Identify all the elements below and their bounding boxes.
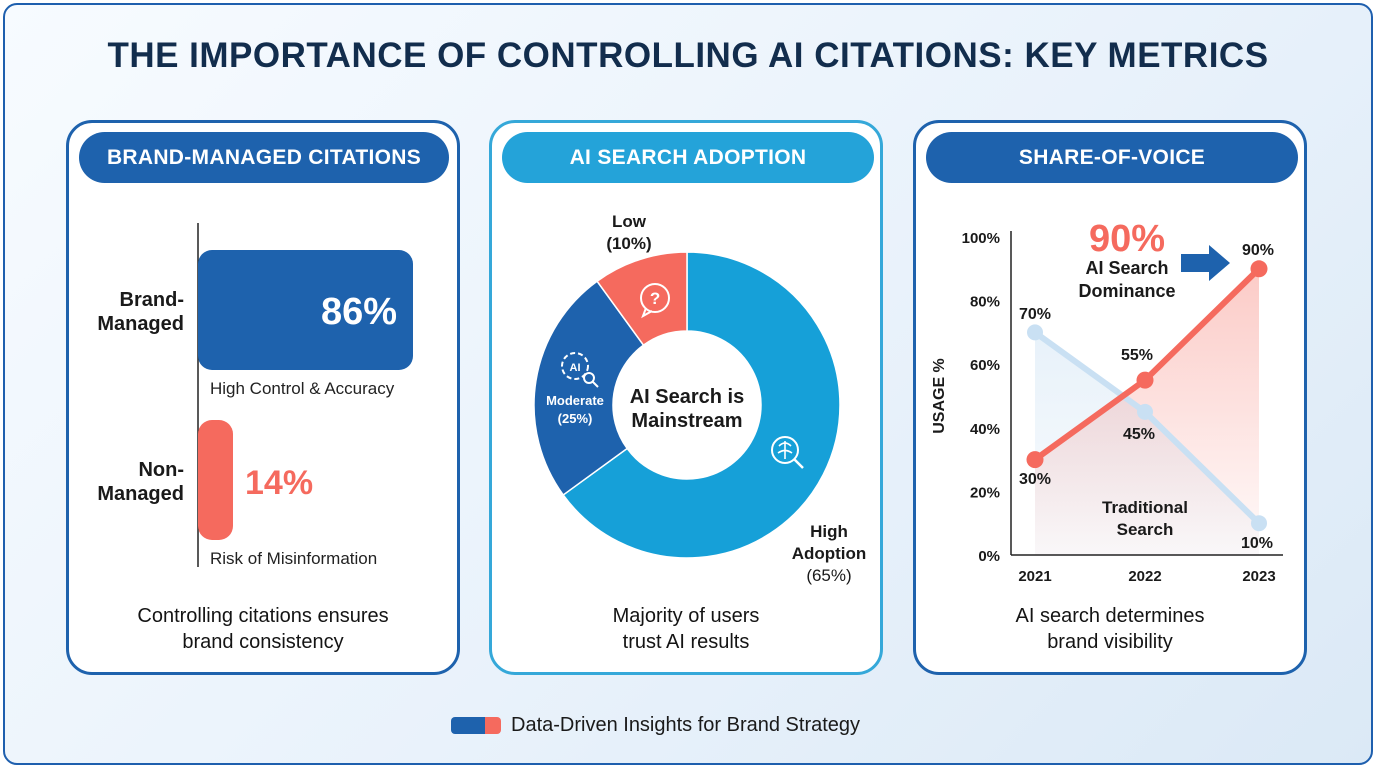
donut-center-label: Mainstream [631, 410, 742, 432]
brand-citations-caption: Controlling citations ensures brand cons… [66, 603, 460, 655]
caption-line: brand consistency [182, 631, 344, 653]
bar-value-label: 86% [321, 291, 397, 333]
icon-stroke [583, 372, 595, 384]
ai-search-point [1136, 371, 1154, 389]
icon-stroke [771, 436, 799, 464]
traditional-search-data-label: 70% [1019, 306, 1051, 323]
brand-citations-bar-chart: Brand-Managed 86%High Control & AccuracyN… [97, 223, 413, 568]
slice-label-high: (65%) [806, 566, 851, 585]
y-tick-label: 80% [970, 294, 1000, 311]
caption-line: trust AI results [622, 631, 750, 653]
caption-line: AI search determines [1015, 605, 1205, 627]
ai-dominance-callout: Dominance [1078, 281, 1175, 301]
x-tick-label: 2021 [1018, 568, 1051, 585]
brand-citations-header: BRAND-MANAGED CITATIONS [79, 132, 449, 183]
bar-note-label: Risk of Misinformation [210, 549, 377, 568]
slice-label-moderate: Moderate [546, 393, 604, 408]
y-axis-label: USAGE % [931, 358, 948, 434]
ai-adoption-header: AI SEARCH ADOPTION [502, 132, 874, 183]
icon-stroke [640, 283, 670, 313]
traditional-search-data-label: 45% [1123, 426, 1155, 443]
donut-center-label: AI Search is [630, 386, 745, 408]
bar-category-label: Managed [97, 313, 184, 335]
share-of-voice-caption: AI search determines brand visibility [913, 603, 1307, 655]
slice-label-high: Adoption [792, 544, 867, 563]
footer-legend-swatch [451, 717, 501, 734]
caption-line: Majority of users [612, 605, 760, 627]
share-of-voice-line-chart: 0% 20% 40% 60% 80% 100% 2021 2022 2023 USAGE % 70%… [931, 218, 1283, 585]
bar-category-label: Managed [97, 483, 184, 505]
y-tick-label: 20% [970, 484, 1000, 501]
bar-value-label: 14% [245, 464, 313, 502]
question-bubble-icon: ? [640, 283, 670, 319]
bar-note-label: High Control & Accuracy [210, 379, 395, 398]
brain-magnifier-icon [771, 436, 804, 469]
slice-label-high: High [810, 522, 848, 541]
traditional-search-data-label: 10% [1241, 535, 1273, 552]
ai-search-data-label: 90% [1242, 242, 1274, 259]
x-tick-label: 2023 [1242, 568, 1275, 585]
slice-label-moderate: (25%) [558, 411, 593, 426]
y-tick-label: 40% [970, 421, 1000, 438]
ai-dominance-callout: AI Search [1085, 258, 1168, 278]
bar-brand-managed [198, 250, 413, 370]
page-title: THE IMPORTANCE OF CONTROLLING AI CITATIO… [107, 36, 1269, 75]
icon-stroke [592, 381, 599, 388]
icon-glyph: AI [570, 362, 581, 374]
traditional-search-series-label: Traditional [1102, 498, 1188, 517]
bar-non-managed [198, 420, 233, 540]
x-tick-label: 2022 [1128, 568, 1161, 585]
icon-stroke [561, 352, 589, 380]
caption-line: brand visibility [1047, 631, 1173, 653]
ai-dominance-big-value: 90% [1089, 218, 1165, 260]
ai-search-point [1026, 451, 1044, 469]
slice-moderate [533, 280, 645, 496]
slice-label-low: Low [612, 212, 647, 231]
icon-stroke [793, 458, 804, 469]
y-tick-label: 0% [978, 548, 1000, 565]
icon-stroke [641, 307, 653, 319]
bar-category-label: Brand- [120, 289, 184, 311]
caption-line: Controlling citations ensures [137, 605, 389, 627]
ai-adoption-caption: Majority of users trust AI results [489, 603, 883, 655]
icon-glyph: ? [650, 289, 660, 308]
icon-stroke [777, 441, 793, 459]
ai-search-point [1250, 260, 1268, 278]
traditional-search-point [1027, 324, 1043, 341]
ai-search-data-label: 30% [1019, 471, 1051, 488]
slice-low [596, 251, 688, 347]
share-of-voice-header: SHARE-OF-VOICE [926, 132, 1298, 183]
traditional-search-series-label: Search [1117, 520, 1174, 539]
slice-label-low: (10%) [606, 234, 651, 253]
brand-citations-card [66, 120, 460, 675]
footer-text: Data-Driven Insights for Brand Strategy [511, 714, 861, 736]
y-tick-label: 60% [970, 357, 1000, 374]
ai-gear-magnifier-icon: AI [561, 352, 599, 388]
traditional-search-point [1251, 515, 1267, 532]
callout-arrow-icon [1181, 245, 1230, 281]
slice-high-adoption [562, 251, 841, 559]
traditional-search-point [1137, 403, 1153, 420]
y-tick-label: 100% [962, 230, 1000, 247]
bar-category-label: Non- [138, 459, 184, 481]
ai-search-data-label: 55% [1121, 347, 1153, 364]
